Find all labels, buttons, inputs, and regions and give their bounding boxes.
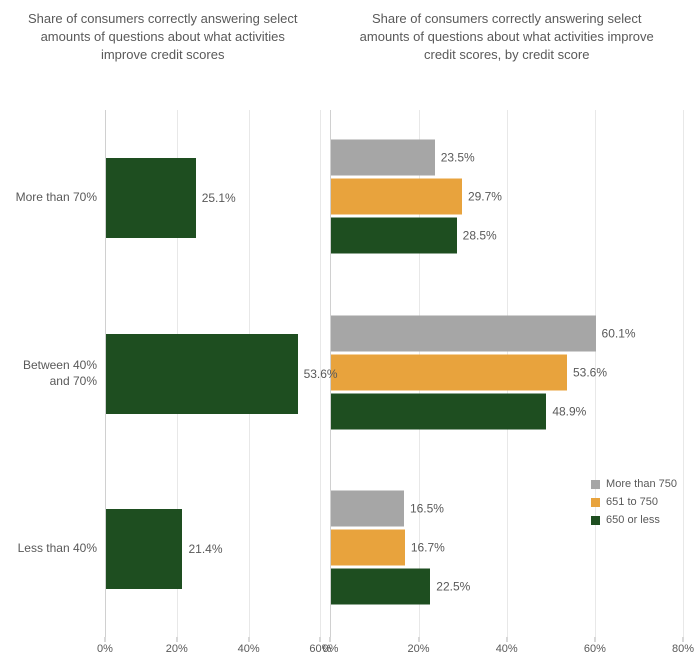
left-category-label: More than 70% [5, 190, 105, 206]
right-bar-label: 23.5% [435, 150, 475, 164]
left-row-2: Less than 40% 21.4% [5, 461, 320, 637]
legend-label: 650 or less [606, 514, 660, 526]
left-plot-area: More than 70% 25.1% Between 40% and 70% [5, 110, 320, 662]
left-bar-zone: 21.4% [105, 461, 320, 637]
right-bar: 16.5% [331, 491, 404, 527]
right-bar-label: 22.5% [430, 580, 470, 594]
legend-item: 651 to 750 [591, 496, 677, 508]
right-bar-label: 28.5% [457, 228, 497, 242]
left-bar-label: 53.6% [298, 367, 338, 381]
left-bar-zone: 25.1% [105, 110, 320, 286]
left-bar-zone: 53.6% [105, 286, 320, 462]
legend-swatch [591, 516, 600, 525]
left-bar-2: 21.4% [106, 509, 182, 589]
right-bar: 28.5% [331, 217, 456, 253]
right-row-1: 60.1% 53.6% 48.9% [330, 286, 683, 462]
right-bar: 22.5% [331, 569, 430, 605]
legend-label: More than 750 [606, 478, 677, 490]
x-tick-label: 0% [322, 643, 338, 655]
right-bar-label: 16.5% [404, 502, 444, 516]
right-bar: 29.7% [331, 178, 462, 214]
right-bar-label: 53.6% [567, 365, 607, 379]
x-tick-label: 40% [496, 643, 518, 655]
left-chart-title: Share of consumers correctly answering s… [5, 10, 320, 90]
x-tick-label: 40% [238, 643, 260, 655]
right-bar: 48.9% [331, 393, 546, 429]
left-bar-label: 21.4% [182, 542, 222, 556]
left-row-1: Between 40% and 70% 53.6% [5, 286, 320, 462]
right-bar-group-0: 23.5% 29.7% 28.5% [331, 139, 683, 256]
left-bar-0: 25.1% [106, 158, 196, 238]
legend: More than 750 651 to 750 650 or less [591, 478, 677, 532]
right-bar: 53.6% [331, 354, 567, 390]
x-tick-label: 80% [672, 643, 694, 655]
right-bar-label: 16.7% [405, 541, 445, 555]
left-row-0: More than 70% 25.1% [5, 110, 320, 286]
chart-container: Share of consumers correctly answering s… [0, 0, 698, 672]
right-bar: 60.1% [331, 315, 595, 351]
left-category-label: Less than 40% [5, 541, 105, 557]
right-chart: Share of consumers correctly answering s… [330, 10, 683, 662]
right-bar-zone: 23.5% 29.7% 28.5% [330, 110, 683, 286]
right-bar-label: 48.9% [546, 404, 586, 418]
legend-item: More than 750 [591, 478, 677, 490]
left-bar-1: 53.6% [106, 334, 298, 414]
legend-label: 651 to 750 [606, 496, 658, 508]
right-bar-label: 60.1% [596, 326, 636, 340]
x-tick-label: 20% [166, 643, 188, 655]
right-bar-group-1: 60.1% 53.6% 48.9% [331, 315, 683, 432]
right-bar-zone: 60.1% 53.6% 48.9% [330, 286, 683, 462]
right-plot-area: 23.5% 29.7% 28.5% 60.1% 53.6% 48.9% [330, 110, 683, 662]
right-chart-title: Share of consumers correctly answering s… [330, 10, 683, 90]
left-category-label: Between 40% and 70% [5, 358, 105, 389]
legend-swatch [591, 498, 600, 507]
legend-swatch [591, 480, 600, 489]
right-bar: 23.5% [331, 139, 434, 175]
left-bar-label: 25.1% [196, 191, 236, 205]
x-tick-label: 60% [584, 643, 606, 655]
left-chart: Share of consumers correctly answering s… [5, 10, 330, 662]
x-tick-label: 0% [97, 643, 113, 655]
right-row-0: 23.5% 29.7% 28.5% [330, 110, 683, 286]
legend-item: 650 or less [591, 514, 677, 526]
x-tick-label: 20% [408, 643, 430, 655]
right-bar-label: 29.7% [462, 189, 502, 203]
left-x-axis: 0% 20% 40% 60% [5, 637, 320, 662]
right-bar: 16.7% [331, 530, 404, 566]
right-x-axis: 0% 20% 40% 60% 80% [330, 637, 683, 662]
